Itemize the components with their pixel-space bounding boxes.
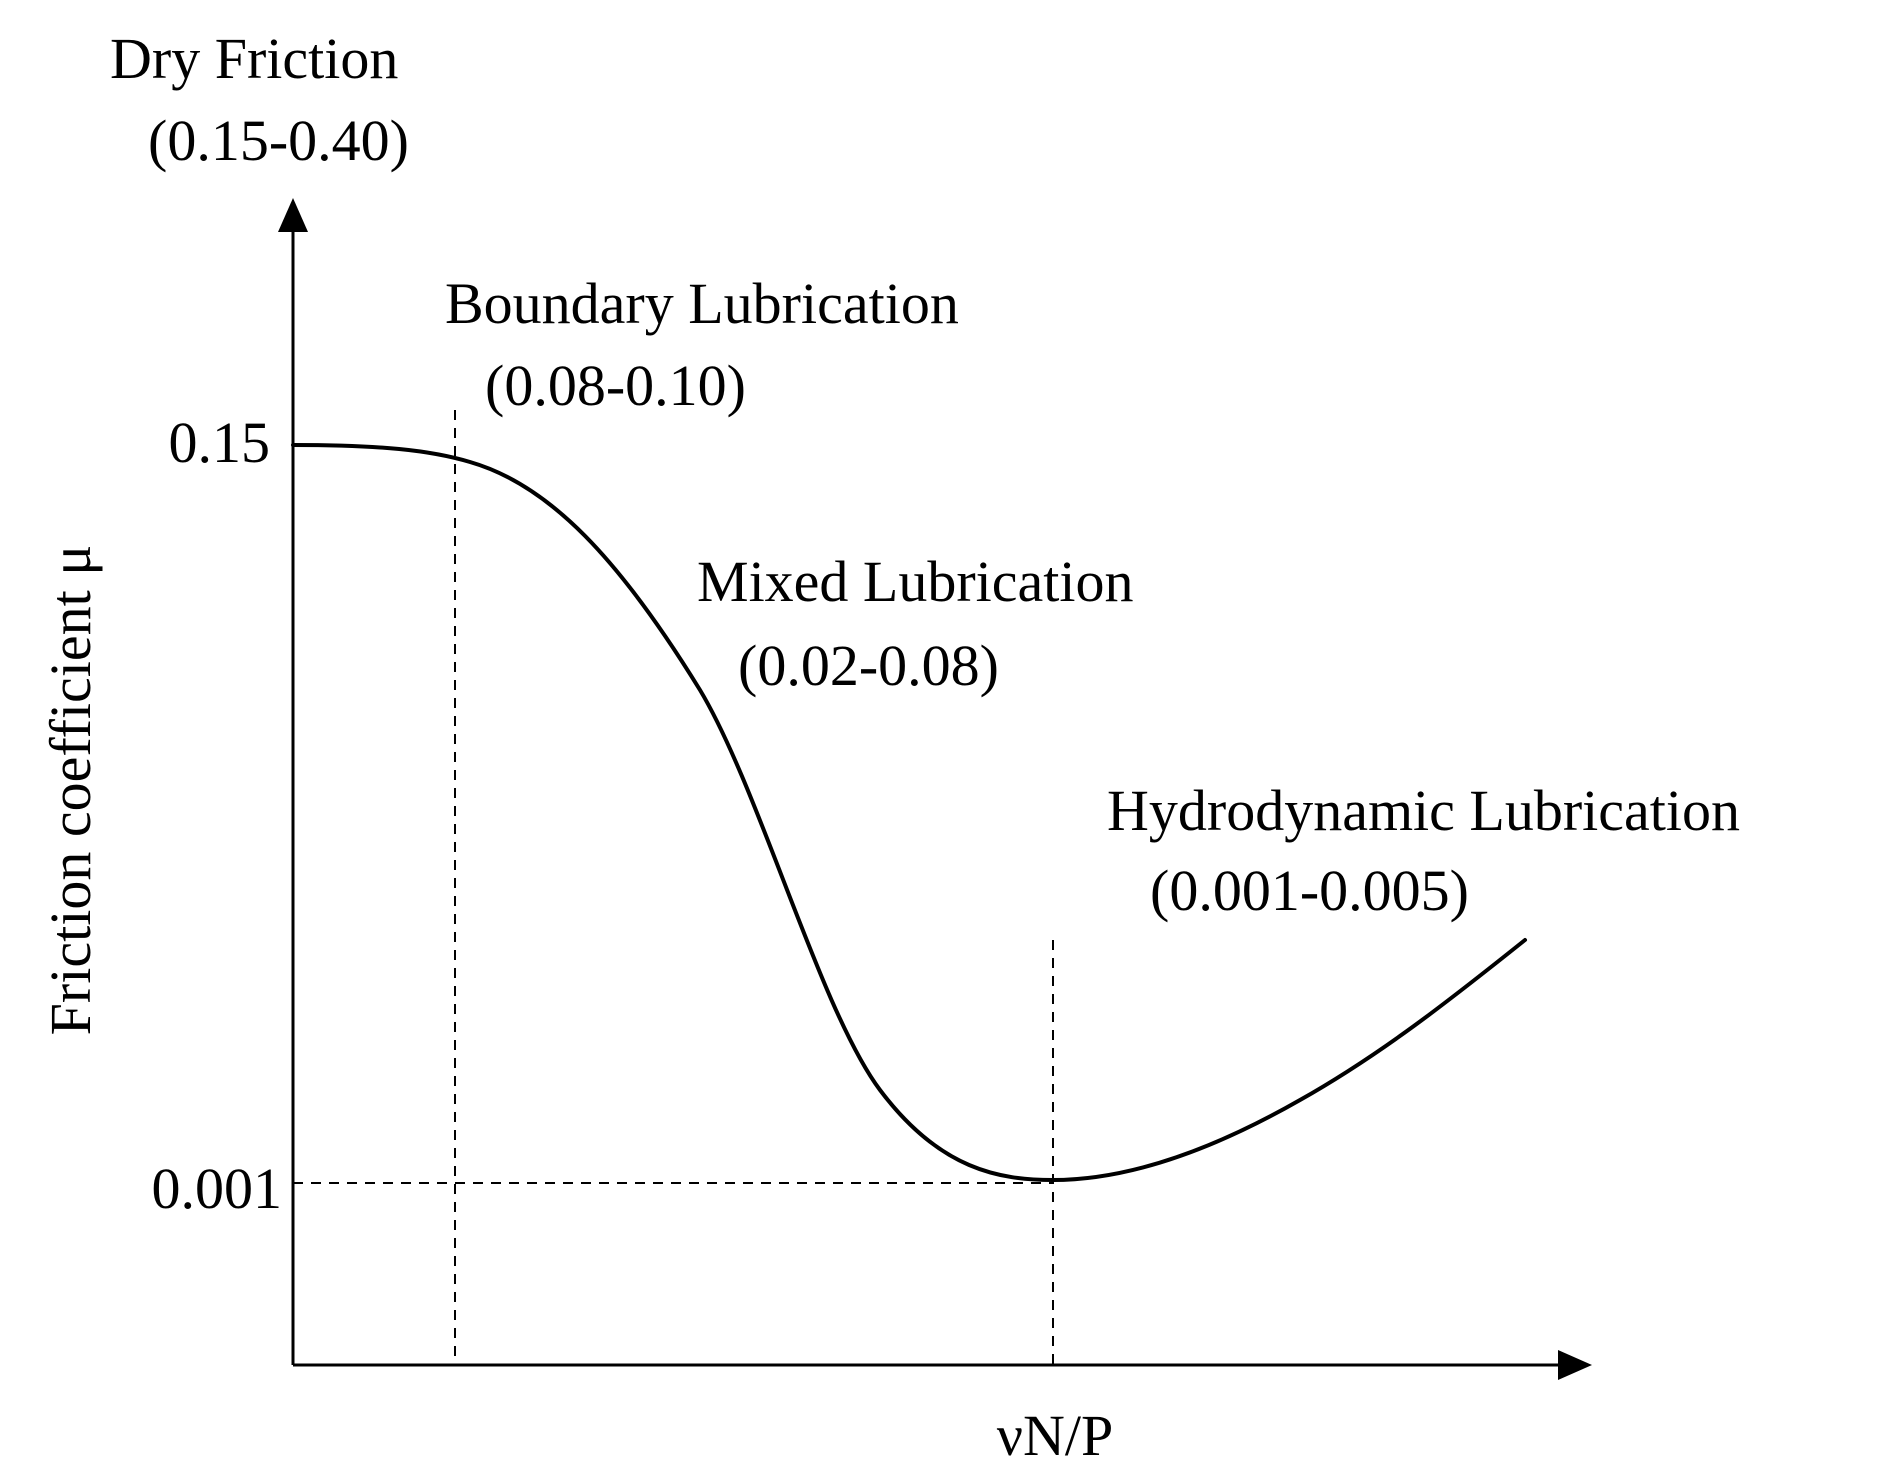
x-axis-label: νN/P (997, 1403, 1113, 1468)
stribeck-curve (291, 443, 1527, 1182)
boundary-lubrication-range: (0.08-0.10) (485, 353, 746, 418)
dry-friction-label: Dry Friction (110, 26, 398, 91)
mixed-lubrication-range: (0.02-0.08) (738, 633, 999, 698)
x-axis-arrowhead (1558, 1350, 1592, 1380)
y-axis-arrowhead (278, 198, 308, 232)
y-axis-label: Friction coefficient μ (38, 545, 103, 1036)
mixed-lubrication-label: Mixed Lubrication (697, 549, 1134, 614)
y-tick-0-001: 0.001 (152, 1156, 283, 1221)
boundary-lubrication-label: Boundary Lubrication (445, 271, 959, 336)
y-tick-0-15: 0.15 (169, 410, 271, 475)
dry-friction-range: (0.15-0.40) (148, 108, 409, 173)
hydrodynamic-lubrication-range: (0.001-0.005) (1150, 858, 1469, 923)
hydrodynamic-lubrication-label: Hydrodynamic Lubrication (1107, 778, 1740, 843)
